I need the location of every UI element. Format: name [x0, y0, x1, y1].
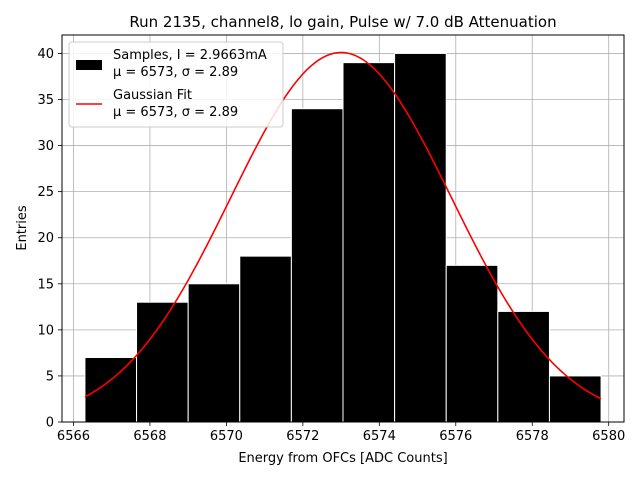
gaussian-fit-curve [84, 51, 602, 400]
legend-label-fit: Gaussian Fit [113, 88, 192, 103]
chart-title: Run 2135, channel8, lo gain, Pulse w/ 7.… [129, 13, 556, 31]
histogram-bar [497, 310, 550, 423]
histogram-bar [84, 357, 138, 423]
histogram-bar [445, 264, 499, 423]
x-tick-label: 6576 [439, 429, 472, 444]
y-tick-label: 10 [37, 323, 54, 338]
histogram-bar [342, 62, 396, 423]
x-tick-label: 6572 [286, 429, 319, 444]
x-tick-label: 6570 [210, 429, 243, 444]
x-tick-label: 6568 [133, 429, 166, 444]
y-tick-label: 35 [37, 93, 54, 108]
y-tick-label: 25 [37, 185, 54, 200]
legend-swatch-samples [76, 60, 102, 70]
plot-frame [61, 34, 625, 423]
y-tick-label: 5 [46, 369, 54, 384]
legend-label-samples: Samples, I = 2.9663mA [113, 48, 267, 63]
histogram-bar [187, 283, 241, 423]
x-tick-label: 6566 [57, 429, 90, 444]
y-tick-label: 30 [37, 139, 54, 154]
legend: Samples, I = 2.9663mA μ = 6573, σ = 2.89… [68, 41, 284, 128]
histogram-bars [84, 52, 602, 423]
x-tick-label: 6580 [592, 429, 625, 444]
histogram-bar [290, 108, 344, 423]
y-tick-label: 0 [46, 416, 54, 431]
x-axis-label: Energy from OFCs [ADC Counts] [238, 451, 447, 466]
x-tick-label: 6578 [516, 429, 549, 444]
y-tick-label: 15 [37, 277, 54, 292]
y-tick-label: 20 [37, 231, 54, 246]
legend-stats-fit: μ = 6573, σ = 2.89 [113, 105, 238, 120]
histogram-bar [239, 255, 292, 423]
y-tick-label: 40 [37, 47, 54, 62]
y-axis-label: Entries [15, 205, 30, 251]
legend-stats-samples: μ = 6573, σ = 2.89 [113, 65, 238, 80]
y-axis-ticks: 0 5 10 15 20 25 30 35 40 [37, 47, 62, 431]
x-axis-ticks: 6566 6568 6570 6572 6574 6576 6578 6580 [57, 422, 625, 444]
histogram-bar [136, 301, 189, 423]
legend-box [68, 41, 284, 128]
x-tick-label: 6574 [363, 429, 396, 444]
histogram-bar [394, 52, 447, 423]
